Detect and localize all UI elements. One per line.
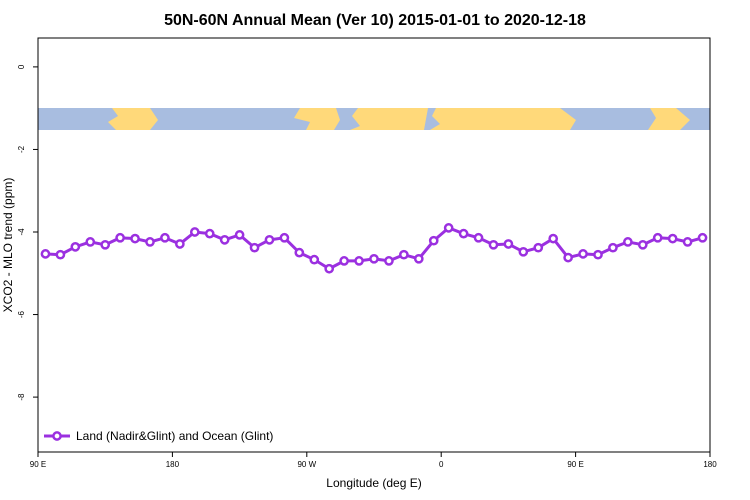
data-point — [428, 235, 439, 246]
data-point — [130, 233, 140, 244]
x-tick-label: 90 W — [297, 460, 316, 469]
data-point — [697, 232, 708, 243]
plot-frame — [37, 37, 711, 453]
data-point — [593, 249, 603, 260]
data-point — [354, 256, 364, 266]
data-point — [145, 237, 155, 247]
chart-title: 50N-60N Annual Mean (Ver 10) 2015-01-01 … — [164, 12, 586, 29]
data-point — [369, 253, 379, 264]
y-tick-label: -4 — [17, 228, 26, 236]
data-point — [189, 227, 200, 237]
data-point — [234, 230, 245, 240]
data-point — [667, 233, 678, 244]
data-point — [115, 232, 125, 243]
y-tick-label: -2 — [17, 145, 26, 153]
x-tick-label: 90 E — [567, 460, 583, 469]
data-point — [324, 263, 335, 274]
x-tick-label: 90 E — [30, 460, 46, 469]
data-point — [563, 252, 573, 263]
data-point — [249, 242, 260, 253]
legend-marker — [52, 431, 62, 441]
data-point — [204, 228, 215, 239]
data-point — [518, 246, 529, 257]
data-point — [413, 253, 424, 264]
data-point — [279, 232, 290, 243]
map-strip — [38, 108, 710, 130]
data-point — [175, 239, 185, 249]
data-point — [309, 254, 320, 265]
data-point — [443, 223, 454, 233]
data-point — [294, 247, 305, 258]
data-point — [682, 237, 693, 247]
ocean — [560, 108, 656, 130]
y-tick-label: -8 — [17, 393, 26, 401]
data-point — [160, 232, 170, 243]
x-tick-label: 180 — [166, 460, 180, 469]
ocean — [334, 108, 360, 130]
data-point — [264, 234, 275, 245]
data-point — [488, 239, 499, 250]
data-point — [473, 232, 484, 243]
y-tick-label: 0 — [17, 64, 26, 69]
y-axis-label: XCO2 - MLO trend (ppm) — [1, 178, 15, 313]
data-point — [623, 237, 633, 247]
data-point — [652, 232, 663, 243]
ocean — [676, 108, 710, 130]
x-tick-label: 0 — [439, 460, 444, 469]
data-point — [533, 242, 544, 253]
data-point — [85, 237, 96, 247]
data-point — [503, 239, 514, 249]
data-point — [70, 242, 81, 252]
data-point — [399, 249, 409, 260]
data-point — [548, 233, 559, 244]
data-point — [40, 249, 51, 259]
y-tick-label: -6 — [17, 310, 26, 318]
ocean — [38, 108, 118, 130]
data-point — [578, 249, 588, 259]
data-point — [637, 239, 648, 250]
data-point — [339, 256, 349, 266]
ocean — [424, 108, 440, 130]
data-point — [608, 242, 618, 253]
legend-label: Land (Nadir&Glint) and Ocean (Glint) — [76, 429, 273, 443]
x-tick-label: 180 — [703, 460, 717, 469]
ocean — [150, 108, 310, 130]
x-axis-label: Longitude (deg E) — [326, 476, 421, 490]
data-point — [100, 239, 111, 250]
data-point — [384, 256, 394, 266]
data-point — [55, 249, 66, 260]
data-point — [458, 228, 469, 239]
data-point — [219, 234, 230, 245]
